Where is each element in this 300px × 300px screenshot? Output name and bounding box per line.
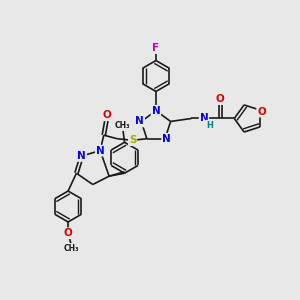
Text: S: S	[129, 135, 136, 145]
Text: F: F	[152, 43, 160, 53]
Text: CH₃: CH₃	[63, 244, 79, 253]
Text: O: O	[216, 94, 225, 104]
Text: O: O	[257, 106, 266, 117]
Text: N: N	[200, 113, 208, 124]
Text: N: N	[135, 116, 144, 126]
Text: O: O	[102, 110, 111, 120]
Text: N: N	[162, 134, 171, 144]
Text: CH₃: CH₃	[115, 121, 130, 130]
Text: O: O	[64, 228, 73, 238]
Text: N: N	[96, 146, 105, 156]
Text: N: N	[77, 151, 86, 161]
Text: N: N	[152, 106, 160, 116]
Text: H: H	[206, 121, 213, 130]
